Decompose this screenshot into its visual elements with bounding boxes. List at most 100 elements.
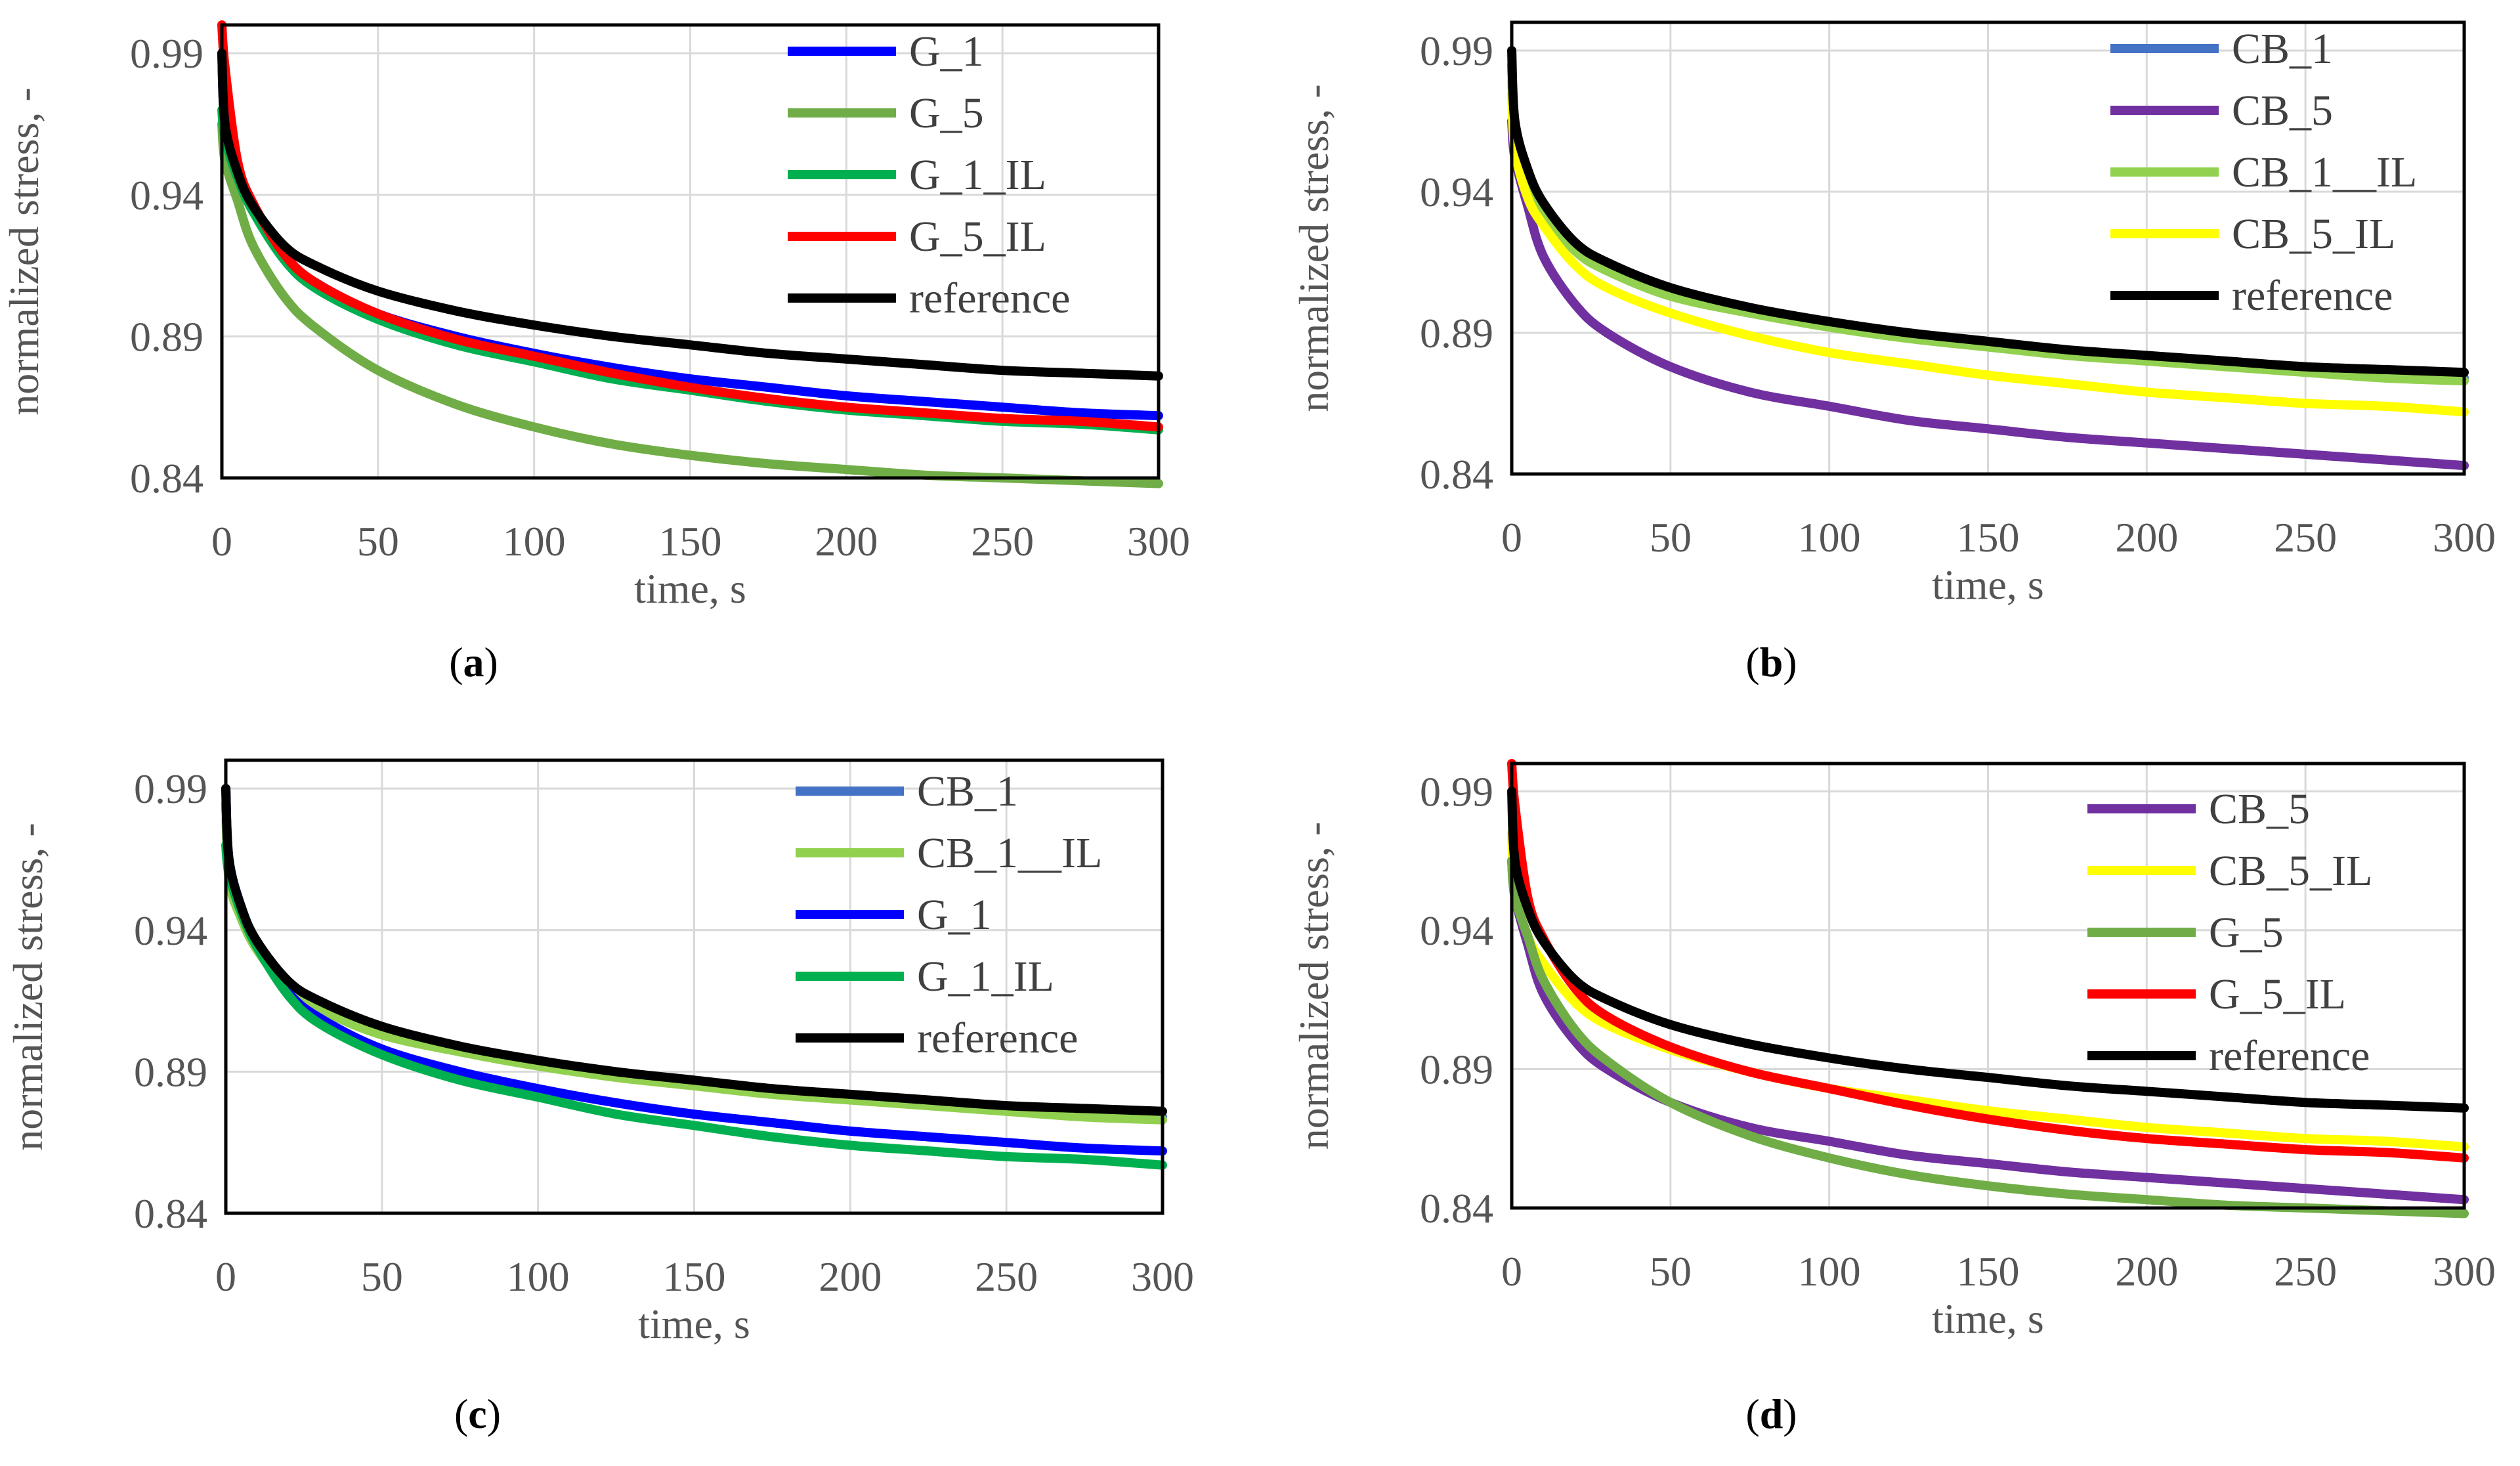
panel-caption-letter: a: [463, 639, 484, 685]
y-tick-label: 0.99: [130, 30, 203, 77]
x-axis-label: time, s: [1932, 1295, 2044, 1342]
x-tick-label: 100: [503, 518, 566, 565]
panel-caption: (b): [1745, 639, 1797, 685]
y-tick-label: 0.94: [134, 907, 207, 954]
y-tick-label: 0.94: [1420, 169, 1493, 215]
y-tick-label: 0.89: [134, 1048, 207, 1095]
x-tick-label: 50: [1650, 514, 1692, 561]
x-axis-label: time, s: [634, 565, 746, 612]
legend-label: CB_1: [917, 767, 1018, 815]
x-tick-label: 150: [1957, 514, 2020, 561]
y-axis-label: normalized stress, -: [1291, 822, 1337, 1150]
panel-d: 0 50 100 150 200 250 300 0.84 0.89 0.94 0.99 time, …: [1291, 759, 2496, 1437]
x-tick-label: 100: [1798, 1248, 1861, 1295]
x-axis-label: time, s: [1932, 561, 2044, 608]
legend-label: G_1: [917, 891, 992, 939]
y-tick-label: 0.89: [1420, 1046, 1493, 1092]
legend-label: G_5_IL: [909, 213, 1046, 261]
panel-caption-letter: d: [1760, 1391, 1783, 1437]
y-tick-label: 0.84: [130, 455, 203, 502]
legend-label: reference: [2209, 1032, 2370, 1080]
x-tick-label: 250: [971, 518, 1034, 565]
legend-label: G_1: [909, 28, 984, 75]
x-tick-label: 0: [1501, 1248, 1522, 1295]
x-tick-label: 300: [2433, 1248, 2496, 1295]
legend-label: CB_1: [2232, 25, 2333, 73]
legend-label: CB_5: [2209, 785, 2310, 833]
panel-a: 0 50 100 150 200 250 300 0.84 0.89 0.94 0.99 time, …: [1, 20, 1190, 685]
x-tick-label: 100: [507, 1253, 570, 1300]
plot-area-frame: [224, 758, 1164, 1215]
legend-label: CB_5_IL: [2232, 210, 2395, 258]
y-tick-label: 0.99: [1420, 768, 1493, 815]
legend-label: CB_1__IL: [917, 829, 1102, 877]
y-tick-label: 0.89: [130, 313, 203, 360]
series-line-reference: [1507, 787, 2469, 1113]
x-tick-label: 250: [2274, 514, 2337, 561]
legend: CB_1 CB_5 CB_1__IL CB_5_IL reference: [2110, 25, 2417, 320]
x-tick-label: 200: [815, 518, 878, 565]
y-tick-label: 0.84: [1420, 451, 1493, 498]
panel-caption: (c): [454, 1391, 501, 1437]
legend-label: reference: [2232, 272, 2393, 320]
x-tick-label: 50: [357, 518, 399, 565]
y-tick-label: 0.94: [1420, 907, 1493, 954]
y-tick-label: 0.99: [134, 765, 207, 812]
y-tick-label: 0.84: [134, 1190, 207, 1237]
x-tick-label: 250: [2274, 1248, 2337, 1295]
legend-label: G_5: [909, 89, 984, 137]
panel-caption: (a): [449, 639, 498, 685]
x-tick-label: 50: [1650, 1248, 1692, 1295]
x-tick-label: 100: [1798, 514, 1861, 561]
series-line-cb-5: [1507, 856, 2469, 1205]
x-tick-label: 200: [819, 1253, 882, 1300]
x-tick-label: 300: [1131, 1253, 1194, 1300]
legend-label: G_1_IL: [909, 151, 1046, 199]
panel-c: 0 50 100 150 200 250 300 0.84 0.89 0.94 0.99 time, …: [5, 758, 1194, 1437]
panel-caption-letter: b: [1760, 639, 1783, 685]
x-tick-label: 0: [1501, 514, 1522, 561]
y-axis-label: normalized stress, -: [1, 87, 47, 415]
plot-area-frame: [1510, 762, 2466, 1210]
y-tick-label: 0.84: [1420, 1185, 1493, 1232]
series-line-cb-5-il: [1507, 88, 2469, 417]
x-axis-label: time, s: [638, 1301, 750, 1347]
x-tick-label: 250: [975, 1253, 1038, 1300]
series-line-reference: [1507, 46, 2469, 377]
x-tick-label: 300: [1127, 518, 1190, 565]
panel-caption-letter: c: [468, 1391, 486, 1437]
series-line-cb-5: [1507, 116, 2469, 471]
x-tick-label: 0: [215, 1253, 236, 1300]
panel-b: 0 50 100 150 200 250 300 0.84 0.89 0.94 0.99 time, …: [1291, 20, 2496, 685]
x-tick-label: 150: [663, 1253, 726, 1300]
legend: CB_1 CB_1__IL G_1 G_1_IL reference: [796, 767, 1102, 1062]
series-line-cb-1-il: [1507, 60, 2469, 386]
series-line-reference: [217, 49, 1163, 381]
y-axis-label: normalized stress, -: [5, 823, 51, 1150]
y-axis-label: normalized stress, -: [1291, 84, 1337, 412]
plot-area-frame: [220, 23, 1161, 480]
x-tick-label: 200: [2115, 514, 2178, 561]
x-tick-label: 50: [361, 1253, 403, 1300]
x-tick-label: 0: [211, 518, 232, 565]
legend-label: G_1_IL: [917, 953, 1054, 1001]
panel-caption: (d): [1745, 1391, 1797, 1437]
x-tick-label: 150: [1957, 1248, 2020, 1295]
x-tick-label: 150: [659, 518, 722, 565]
legend-label: CB_1__IL: [2232, 148, 2417, 196]
legend: CB_5 CB_5_IL G_5 G_5_IL reference: [2087, 785, 2372, 1080]
plot-area-frame: [1510, 20, 2466, 476]
legend-label: CB_5_IL: [2209, 847, 2372, 895]
x-tick-label: 300: [2433, 514, 2496, 561]
legend: G_1 G_5 G_1_IL G_5_IL reference: [788, 28, 1070, 322]
legend-label: reference: [917, 1014, 1078, 1062]
series-line-reference: [221, 784, 1167, 1116]
legend-label: G_5_IL: [2209, 970, 2346, 1018]
y-tick-label: 0.99: [1420, 28, 1493, 74]
legend-label: reference: [909, 274, 1070, 322]
y-tick-label: 0.94: [130, 172, 203, 219]
legend-label: CB_5: [2232, 87, 2333, 135]
y-tick-label: 0.89: [1420, 310, 1493, 356]
legend-label: G_5: [2209, 909, 2284, 957]
